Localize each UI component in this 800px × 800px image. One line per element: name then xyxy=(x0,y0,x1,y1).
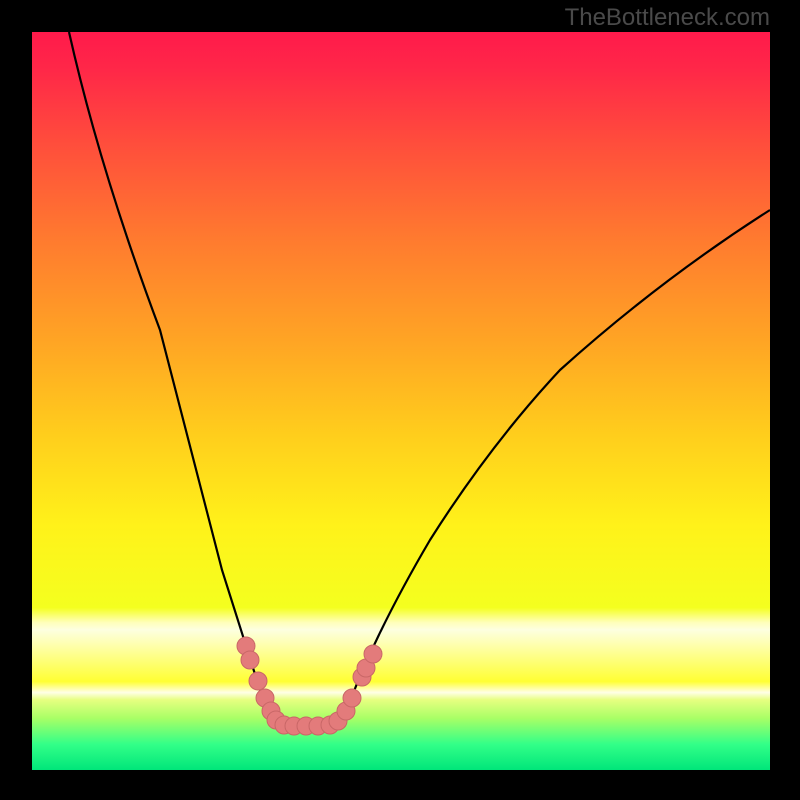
plot-background xyxy=(32,32,770,770)
plot-area xyxy=(32,32,770,770)
curve-marker xyxy=(249,672,267,690)
plot-svg xyxy=(32,32,770,770)
watermark-text: TheBottleneck.com xyxy=(565,4,770,32)
curve-marker xyxy=(343,689,361,707)
curve-marker xyxy=(364,645,382,663)
chart-stage: TheBottleneck.com xyxy=(0,0,800,800)
curve-marker xyxy=(241,651,259,669)
